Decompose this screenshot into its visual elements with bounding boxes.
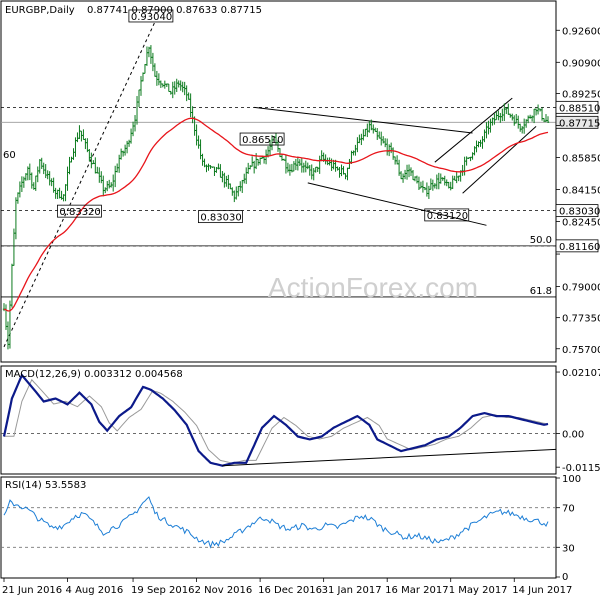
rsi-level-lines [1, 507, 556, 548]
price-axis-tick-label: 0.85850 [562, 153, 600, 164]
price-tag-text: 0.83030 [559, 207, 600, 218]
rsi-title: RSI(14) 53.5583 [5, 480, 86, 491]
price-axis-tick-label: 0.75700 [562, 345, 600, 356]
level-label: 0.86510 [242, 135, 283, 146]
level-label: 0.93040 [131, 12, 172, 23]
level-lines [1, 106, 556, 247]
date-axis-label: 2 Nov 2016 [195, 585, 253, 596]
price-edge-label: 60 [3, 150, 16, 161]
price-tag-text: 0.88510 [559, 103, 600, 114]
rsi-panel-frame [0, 476, 557, 579]
price-axis-tick-label: 0.79000 [562, 283, 600, 294]
level-label-box [57, 204, 102, 218]
rsi-line [3, 496, 549, 549]
level-label: 0.83030 [200, 213, 241, 224]
price-tag-box [555, 100, 599, 114]
channel-upper-line [254, 106, 473, 134]
date-axis-label: 4 Aug 2016 [66, 585, 124, 596]
date-axis-label: 14 Jun 2017 [512, 585, 572, 596]
price-tag-box [555, 204, 599, 218]
price-tag-box [555, 239, 599, 253]
macd-trendline [222, 448, 557, 467]
rsi-axis-tick-label: 70 [562, 504, 575, 515]
price-axis-tick-label: 0.77350 [562, 314, 600, 325]
fibonacci-label: 50.0 [530, 235, 552, 246]
channel-lower-line [307, 182, 487, 226]
rising-channel-upper-line [434, 97, 513, 163]
level-label-box [424, 208, 470, 222]
level-label: 0.83120 [427, 211, 468, 222]
rsi-axis: 100 70 30 0 [556, 474, 581, 583]
rising-channel-lower-line [462, 126, 537, 194]
rsi-axis-tick-label: 100 [562, 474, 581, 485]
price-title: EURGBP,Daily [5, 5, 75, 16]
macd-signal-line [4, 378, 549, 464]
date-axis-label: 31 Jan 2017 [322, 585, 382, 596]
price-axis-tick-label: 0.84150 [562, 186, 600, 197]
price-axis-tick-label: 0.92600 [562, 26, 600, 37]
macd-main-line [2, 373, 549, 467]
price-right-tags: 0.88510 0.87715 0.83030 0.81160 [555, 100, 600, 253]
price-ohlc-readout: 0.87741 0.87900 0.87633 0.87715 [87, 5, 262, 16]
date-axis-label: 1 May 2017 [449, 585, 508, 596]
level-label-box [128, 9, 174, 23]
price-axis: 0.75700 0.77350 0.79000 0.82450 0.84150 0.858… [556, 26, 600, 356]
price-tag-text: 0.87715 [559, 118, 600, 129]
macd-panel: 0.021074 0.00 -0.011507 MACD(12,26,9) 0.00… [1, 368, 600, 474]
date-axis-label: 16 Mar 2017 [385, 585, 448, 596]
level-labels: 0.93040 0.86510 0.83320 0.83030 0.83120 [57, 9, 470, 224]
price-ohlc-bars [2, 45, 550, 350]
rsi-axis-tick-label: 0 [562, 572, 568, 583]
level-label: 0.83320 [59, 207, 100, 218]
date-axis: 21 Jun 2016 4 Aug 2016 19 Sep 2016 2 Nov 20… [2, 578, 572, 596]
price-axis-tick-label: 0.82450 [562, 218, 600, 229]
level-label-box [239, 132, 285, 146]
rsi-panel: 100 70 30 0 RSI(14) 53.5583 [1, 474, 581, 583]
macd-axis-tick-label: 0.00 [562, 430, 584, 441]
date-axis-label: 21 Jun 2016 [2, 585, 62, 596]
trend-channel-lines [3, 21, 537, 348]
macd-axis: 0.021074 0.00 -0.011507 [556, 368, 600, 474]
price-tag-box [555, 115, 599, 129]
watermark: ActionForex.com [268, 272, 478, 303]
price-axis-tick-label: 0.90900 [562, 58, 600, 69]
rsi-axis-tick-label: 30 [562, 543, 575, 554]
level-label-box [197, 210, 243, 224]
moving-average-line [3, 117, 549, 312]
macd-panel-frame [0, 365, 557, 475]
macd-axis-tick-label: -0.011507 [562, 463, 600, 474]
price-axis-tick-label: 0.89250 [562, 89, 600, 100]
macd-axis-tick-label: 0.021074 [562, 368, 600, 379]
price-tag-text: 0.81160 [559, 242, 600, 253]
price-panel-frame [0, 0, 557, 363]
macd-title: MACD(12,26,9) 0.003312 0.004568 [5, 369, 183, 380]
fibonacci-label: 61.8 [530, 286, 552, 297]
date-axis-label: 19 Sep 2016 [131, 585, 194, 596]
date-axis-label: 16 Dec 2016 [258, 585, 322, 596]
